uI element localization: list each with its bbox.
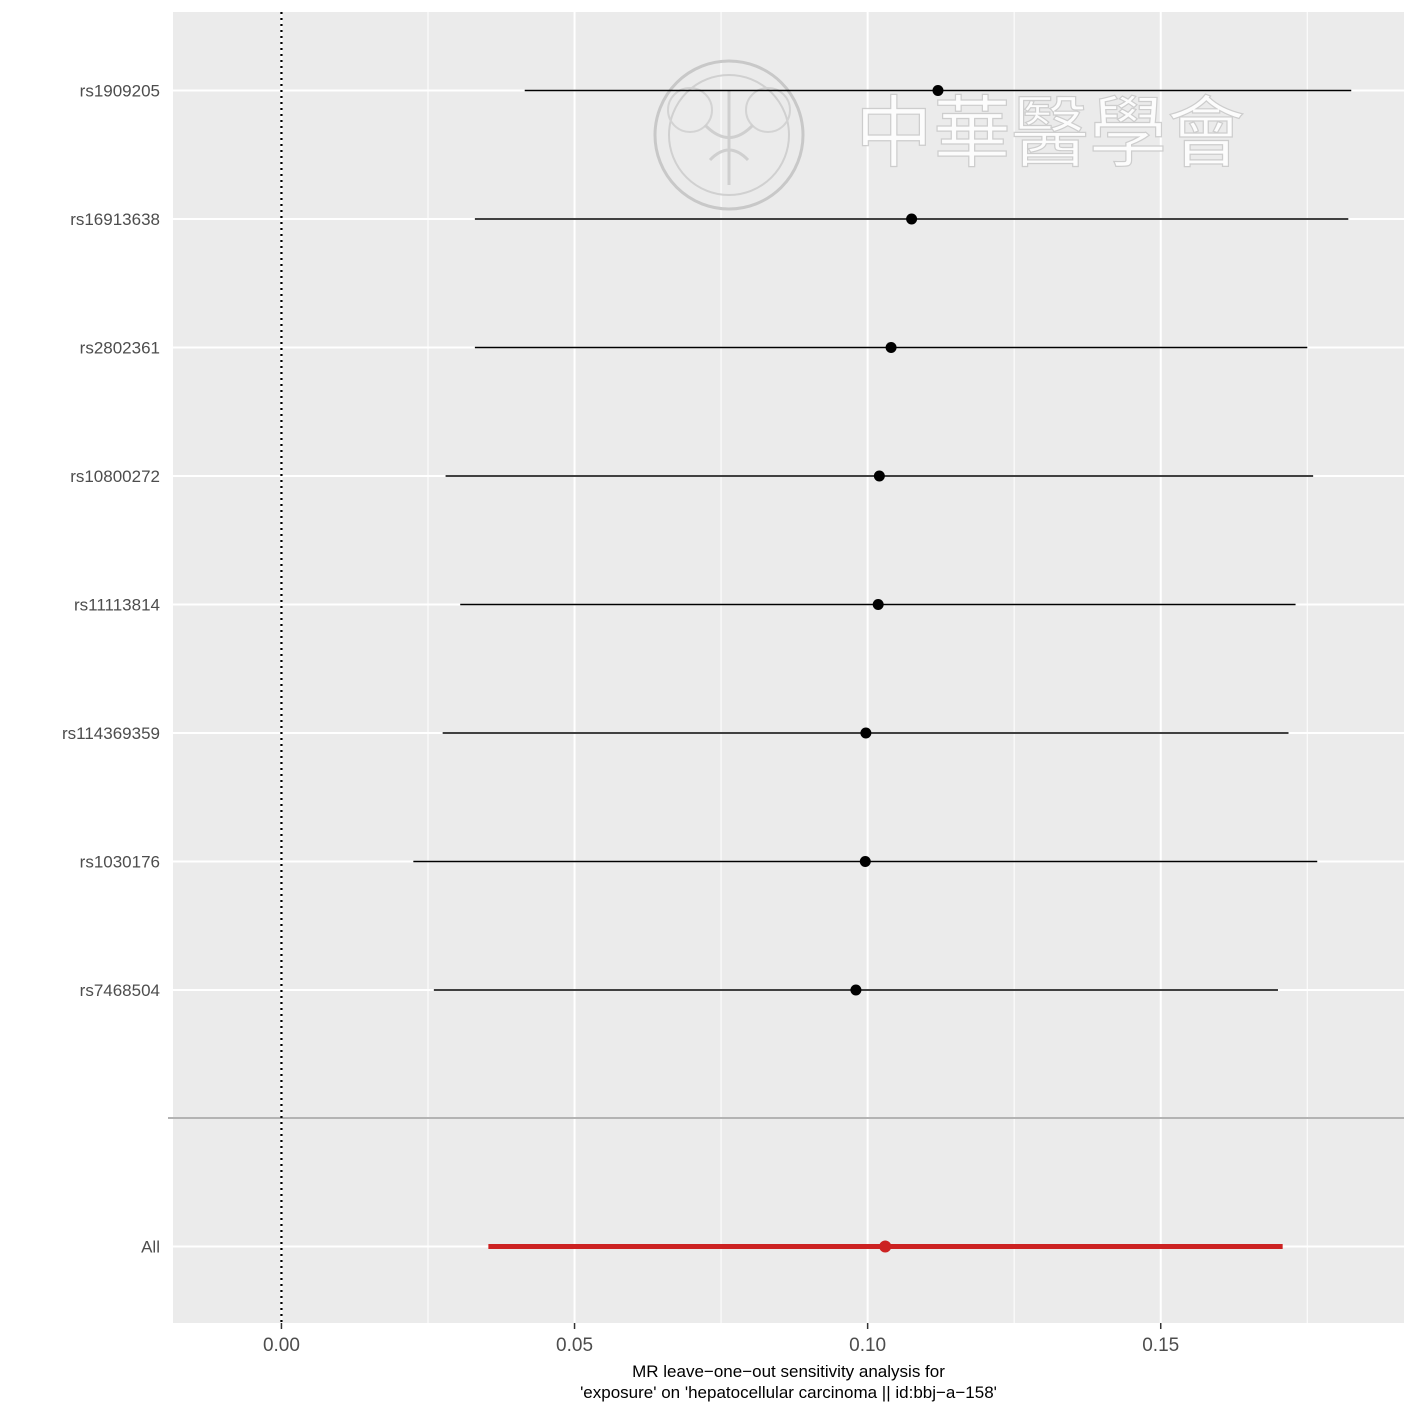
y-tick-label-rs11113814: rs11113814 bbox=[74, 596, 160, 615]
x-axis-label-line-2: 'exposure' on 'hepatocellular carcinoma … bbox=[580, 1383, 997, 1402]
estimate-point-rs1909205 bbox=[932, 85, 944, 96]
plot-panel bbox=[173, 12, 1404, 1323]
society-seal-icon bbox=[653, 59, 805, 211]
estimate-point-rs2802361 bbox=[885, 342, 897, 353]
y-tick-label-rs1030176: rs1030176 bbox=[80, 853, 160, 872]
x-tick-label: 0.00 bbox=[263, 1335, 300, 1356]
y-tick-label-rs1909205: rs1909205 bbox=[80, 82, 160, 101]
overall-estimate-point bbox=[879, 1240, 892, 1253]
x-tick-label: 0.15 bbox=[1142, 1335, 1179, 1356]
estimate-marks bbox=[413, 85, 1352, 1253]
y-tick-label-all: All bbox=[141, 1238, 160, 1257]
y-axis-tick-labels: rs1909205 rs16913638 rs2802361 rs10800272 rs… bbox=[62, 82, 160, 1257]
estimate-point-rs11113814 bbox=[872, 599, 884, 610]
y-tick-label-rs2802361: rs2802361 bbox=[80, 339, 160, 358]
y-tick-label-rs16913638: rs16913638 bbox=[70, 210, 160, 229]
watermark: 中華醫學會 bbox=[653, 59, 1246, 211]
x-axis-ticks: 0.00 0.05 0.10 0.15 bbox=[263, 1323, 1179, 1356]
estimate-point-rs7468504 bbox=[850, 984, 862, 996]
x-axis-label-line-1: MR leave−one−out sensitivity analysis fo… bbox=[632, 1362, 945, 1381]
y-tick-label-rs7468504: rs7468504 bbox=[80, 981, 160, 1000]
x-tick-label: 0.05 bbox=[556, 1335, 593, 1356]
y-tick-label-rs114369359: rs114369359 bbox=[62, 724, 160, 743]
x-tick-label: 0.10 bbox=[849, 1335, 886, 1356]
estimate-point-rs114369359 bbox=[860, 727, 872, 739]
y-tick-label-rs10800272: rs10800272 bbox=[70, 467, 160, 486]
watermark-text: 中華醫學會 bbox=[855, 89, 1245, 179]
estimate-point-rs10800272 bbox=[873, 470, 885, 482]
estimate-point-rs1030176 bbox=[859, 856, 871, 867]
estimate-point-rs16913638 bbox=[906, 213, 918, 225]
